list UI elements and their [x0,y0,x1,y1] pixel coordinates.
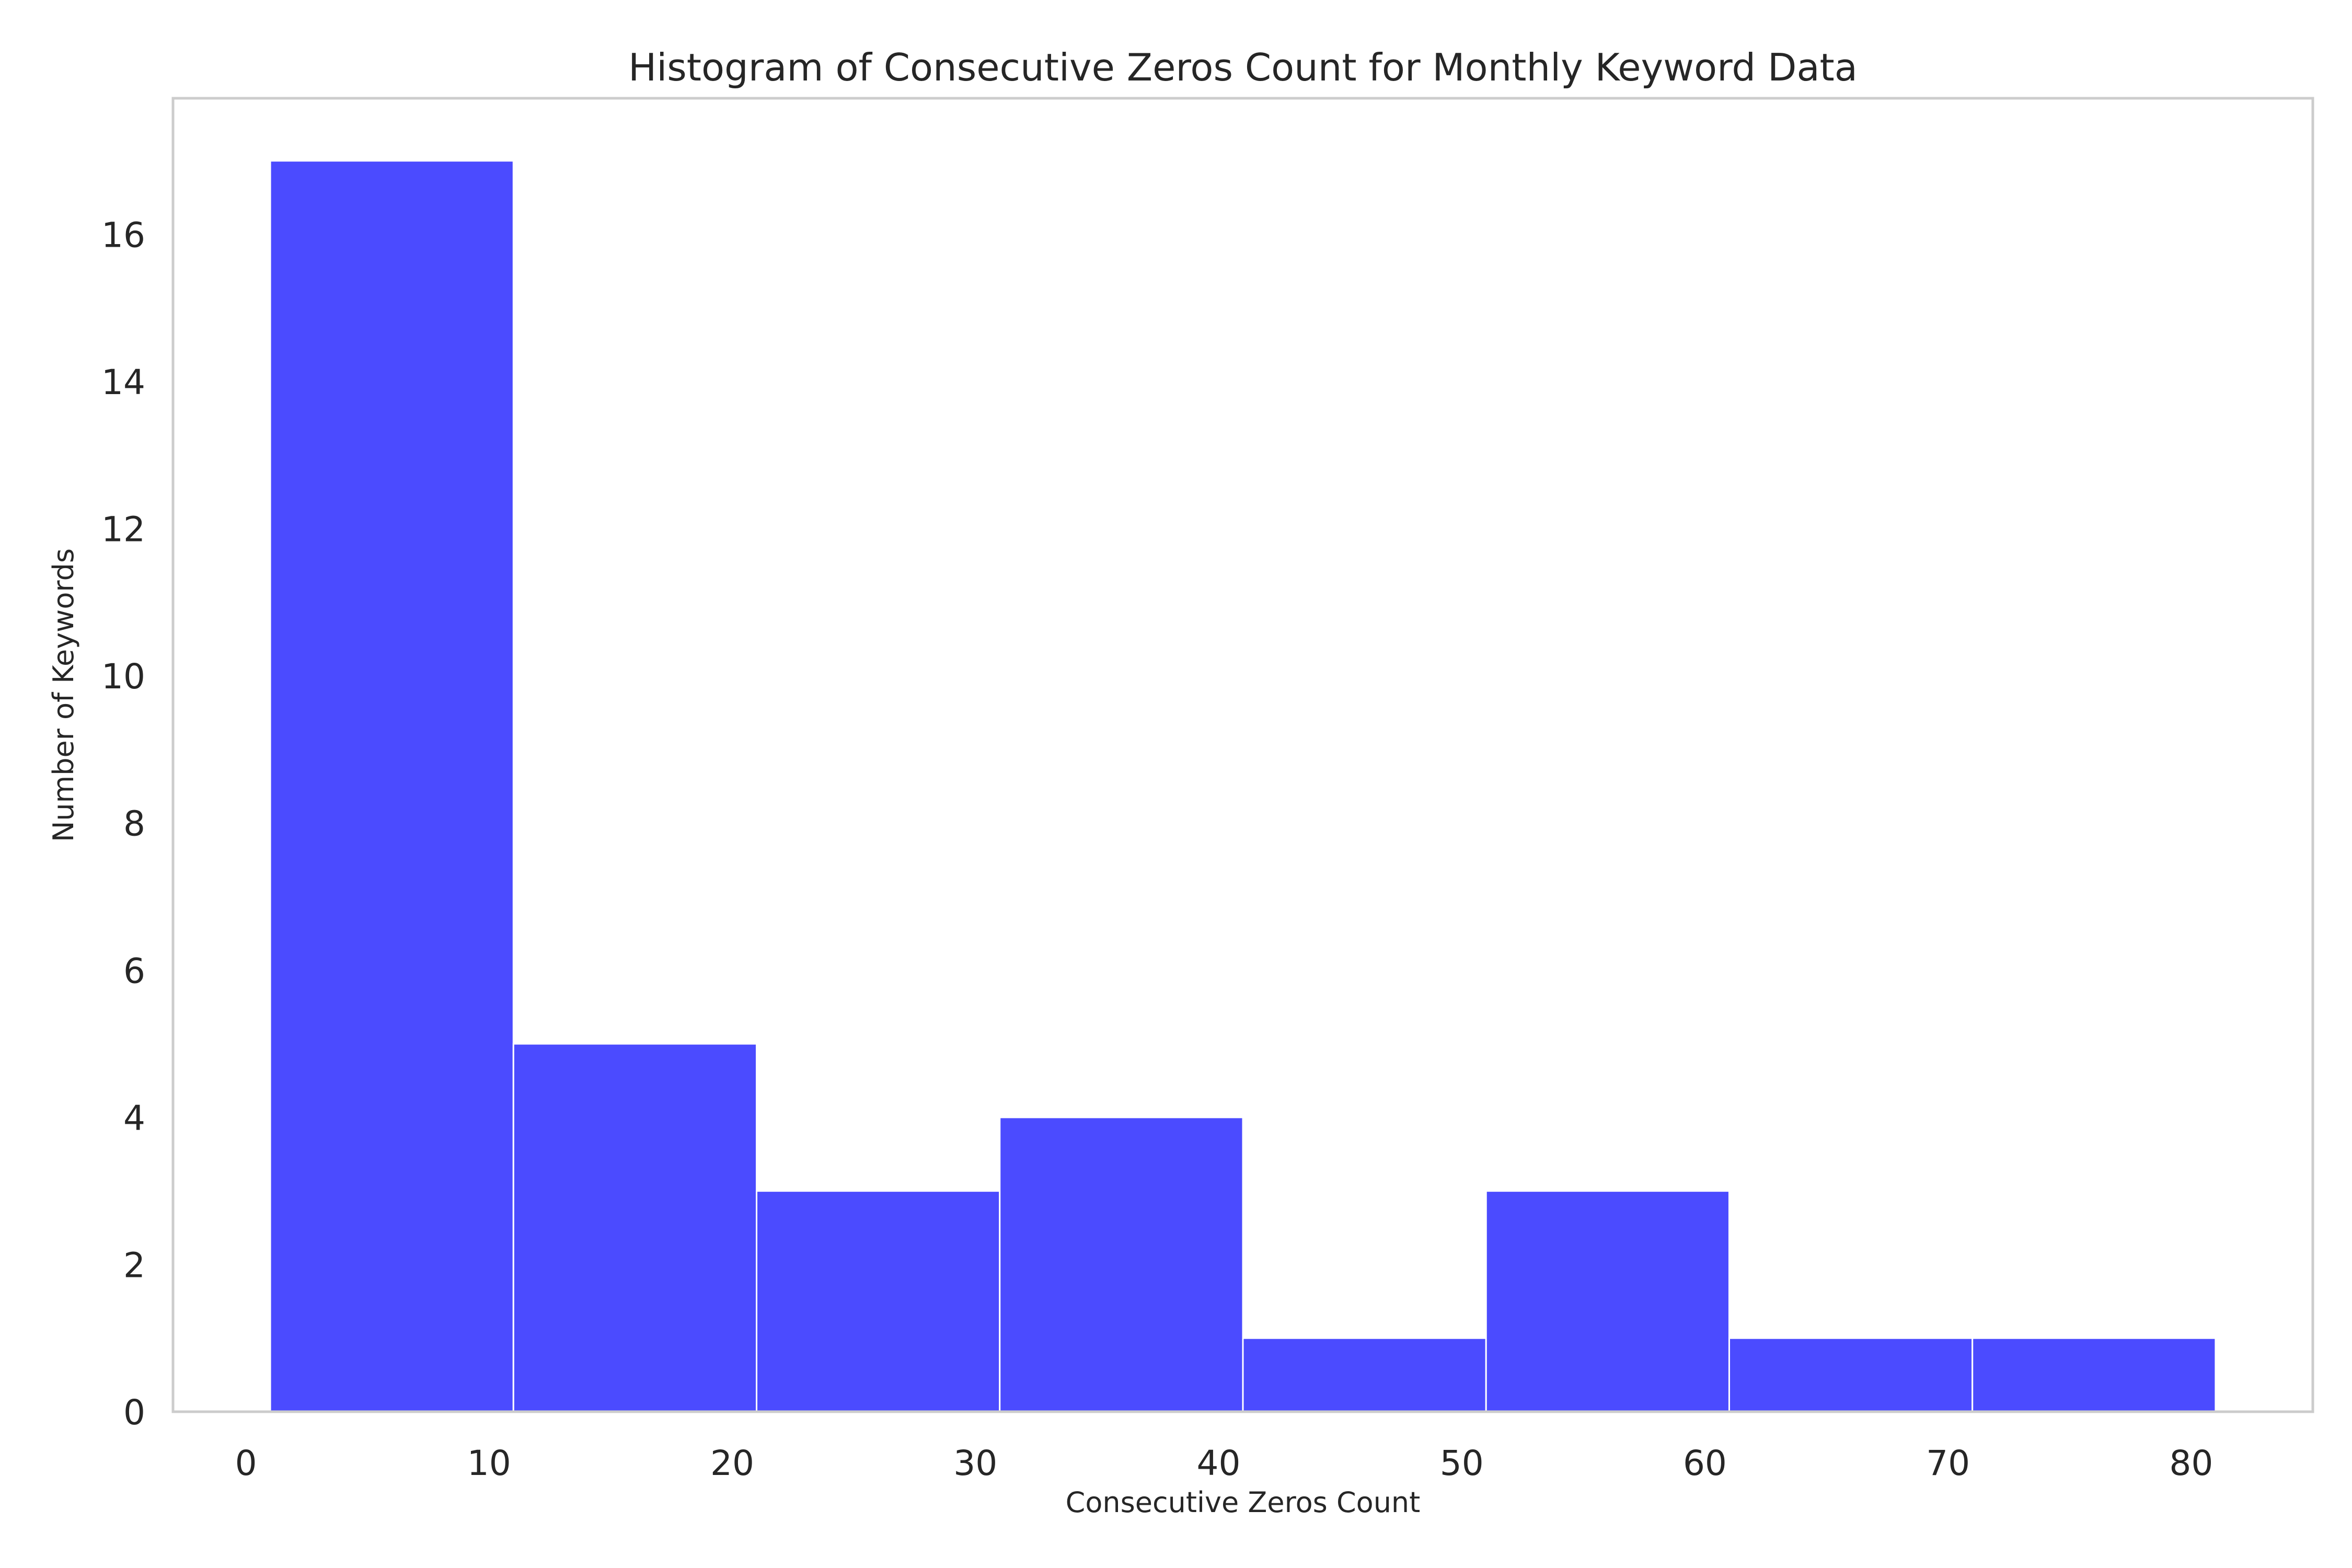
y-tick-label: 4 [123,1098,145,1138]
histogram-bar-0 [269,160,514,1413]
y-tick-label: 14 [101,362,145,402]
histogram-bar-1 [512,1043,758,1413]
y-axis-label: Number of Keywords [47,548,80,842]
x-tick-label: 60 [1683,1443,1727,1483]
x-tick-label: 40 [1196,1443,1240,1483]
y-axis-ticks: 0 2 4 6 8 10 12 14 16 [101,215,145,1433]
y-tick-label: 12 [101,510,145,550]
x-tick-label: 50 [1440,1443,1484,1483]
x-tick-label: 0 [235,1443,257,1483]
x-axis-label: Consecutive Zeros Count [1066,1486,1421,1519]
histogram-bar-5 [1485,1190,1730,1413]
x-tick-label: 20 [710,1443,754,1483]
y-tick-label: 6 [123,951,145,991]
y-tick-label: 2 [123,1245,145,1285]
x-tick-label: 70 [1926,1443,1970,1483]
x-axis-ticks: 0 10 20 30 40 50 60 70 80 [235,1443,2213,1483]
y-tick-label: 10 [101,656,145,697]
histogram-bar-4 [1242,1337,1487,1413]
x-tick-label: 10 [467,1443,511,1483]
bars-layer [269,160,2217,1413]
y-tick-label: 16 [101,215,145,255]
histogram-bar-3 [999,1116,1244,1413]
histogram-bar-7 [1971,1337,2217,1413]
histogram-bar-2 [756,1190,1001,1413]
y-tick-label: 0 [123,1392,145,1433]
plot-frame [171,97,2314,1413]
x-tick-label: 80 [2169,1443,2213,1483]
histogram-bar-6 [1728,1337,1974,1413]
y-tick-label: 8 [123,804,145,844]
x-tick-label: 30 [953,1443,997,1483]
chart-title: Histogram of Consecutive Zeros Count for… [628,45,1858,89]
